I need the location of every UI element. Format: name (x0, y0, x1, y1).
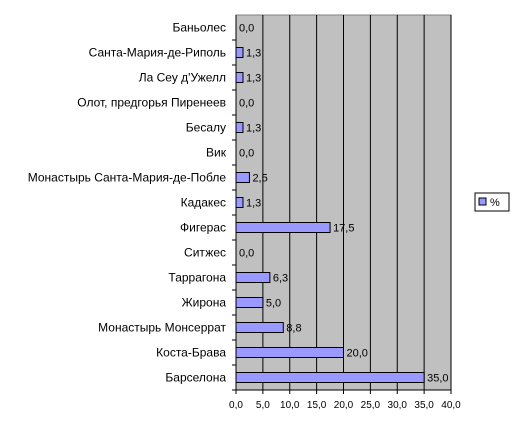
category-label: Бесалу (186, 121, 226, 135)
bar (235, 222, 331, 233)
data-label: 17,5 (333, 223, 354, 235)
data-label: 2,5 (252, 173, 267, 185)
category-label: Кадакес (181, 196, 226, 210)
x-tick-label: 35,0 (414, 400, 434, 411)
data-label: 0,0 (239, 248, 254, 260)
category-label: Санта-Мария-де-Риполь (89, 46, 226, 60)
data-label: 0,0 (239, 98, 254, 110)
legend-swatch (478, 197, 487, 206)
category-label: Фигерас (180, 221, 226, 235)
category-label: Коста-Брава (156, 346, 226, 360)
bar (235, 322, 284, 333)
category-label: Монастырь Санта-Мария-де-Побле (28, 171, 227, 185)
x-axis-ticks: 0,0 5,0 10,0 15,0 20,0 25,0 30,0 35,0 40,0 (229, 390, 461, 411)
x-tick-label: 5,0 (256, 400, 270, 411)
x-tick-label: 0,0 (229, 400, 243, 411)
category-label: Ситжес (184, 246, 226, 260)
bar (235, 72, 244, 83)
bar (235, 172, 250, 183)
category-label: Олот, предгорья Пиренеев (77, 96, 226, 110)
data-label: 1,3 (246, 73, 261, 85)
category-label: Баньолес (172, 21, 226, 35)
data-label: 8,8 (286, 323, 301, 335)
bar (235, 297, 264, 308)
x-tick-label: 10,0 (280, 400, 300, 411)
bar (235, 272, 271, 283)
category-label: Монастырь Монсеррат (98, 321, 226, 335)
data-label: 6,3 (273, 273, 288, 285)
x-tick-label: 25,0 (361, 400, 381, 411)
x-tick-label: 30,0 (388, 400, 408, 411)
data-label: 20,0 (347, 348, 368, 360)
category-label: Ла Сеу д'Ужелл (139, 71, 226, 85)
legend: % (474, 192, 510, 212)
x-tick-label: 20,0 (334, 400, 354, 411)
data-label: 1,3 (246, 48, 261, 60)
category-label: Барселона (165, 371, 226, 385)
data-labels: 0,0 1,3 1,3 0,0 1,3 0,0 2,5 1,3 17,5 0,0 6,3 5,0 8,8… (239, 23, 449, 385)
data-label: 35,0 (427, 373, 448, 385)
data-label: 5,0 (266, 298, 281, 310)
bar (235, 122, 244, 133)
data-label: 1,3 (246, 198, 261, 210)
category-label: Вик (206, 146, 227, 160)
bar (235, 372, 425, 383)
bar (235, 347, 344, 358)
data-label: 0,0 (239, 23, 254, 35)
data-label: 0,0 (239, 148, 254, 160)
x-tick-label: 40,0 (441, 400, 461, 411)
category-label: Таррагона (168, 271, 226, 285)
bar (235, 47, 244, 58)
x-tick-label: 15,0 (307, 400, 327, 411)
bar (235, 197, 244, 208)
category-labels: Баньолес Санта-Мария-де-Риполь Ла Сеу д'Уж… (28, 21, 236, 391)
category-label: Жирона (182, 296, 227, 310)
data-label: 1,3 (246, 123, 261, 135)
legend-label: % (490, 197, 500, 209)
